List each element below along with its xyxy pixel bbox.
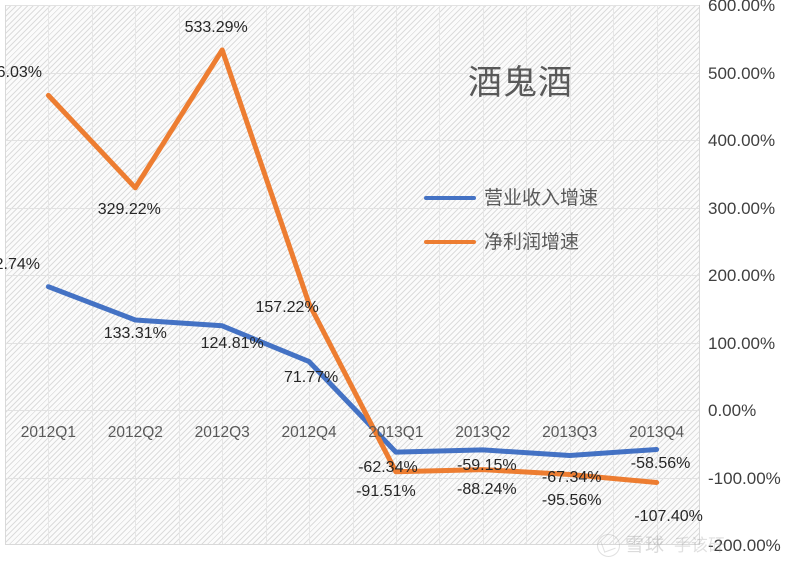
data-label: -67.34%	[541, 468, 602, 486]
x-axis-tick-label: 2013Q1	[368, 424, 424, 441]
legend-label-revenue-growth: 营业收入增速	[484, 187, 599, 209]
legend-swatch-revenue-growth	[424, 196, 476, 200]
data-label: 124.81%	[200, 334, 264, 352]
y-axis-tick-label: 0.00%	[708, 401, 757, 420]
gridline-v	[395, 5, 397, 545]
series-line-0	[45, 284, 660, 458]
axis-line-right	[699, 5, 700, 545]
data-label: 466.03%	[0, 64, 42, 82]
data-label: -88.24%	[457, 480, 517, 498]
x-axis-tick-label: 2012Q4	[281, 424, 337, 441]
data-label: 533.29%	[184, 19, 248, 36]
data-label: -59.15%	[457, 456, 517, 474]
legend-swatch-net-profit-growth	[424, 240, 476, 244]
chart-legend: 营业收入增速 净利润增速	[424, 176, 598, 264]
gridline-v	[265, 5, 267, 545]
data-label: 71.77%	[283, 368, 339, 386]
y-axis-tick-label: 500.00%	[708, 63, 776, 83]
y-axis-tick-label: -200.00%	[708, 536, 781, 555]
y-axis-tick-label: 400.00%	[708, 131, 776, 150]
gridline-v	[352, 5, 354, 545]
y-axis-tick-label: 300.00%	[708, 198, 776, 218]
x-axis-tick-label: 2013Q2	[455, 424, 511, 441]
data-label: -58.56%	[630, 454, 691, 472]
gridline-v	[613, 5, 615, 545]
gridline-v	[482, 5, 484, 545]
y-axis-tick-label: 200.00%	[708, 266, 776, 285]
gridline-v	[135, 5, 137, 545]
gridline-v	[526, 5, 528, 545]
data-label: 182.74%	[0, 255, 40, 273]
y-axis-tick-label: -100.00%	[708, 468, 781, 488]
legend-item-revenue-growth[interactable]: 营业收入增速	[424, 176, 598, 220]
y-axis-tick-label: 100.00%	[708, 333, 776, 353]
gridline-v	[222, 5, 224, 545]
series-lines	[45, 47, 660, 485]
gridline-v	[439, 5, 441, 545]
data-label: -107.40%	[634, 507, 703, 525]
data-label: -91.51%	[356, 482, 416, 500]
data-label: 329.22%	[97, 200, 161, 218]
x-axis-tick-label: 2013Q4	[629, 424, 685, 441]
chart-title: 酒鬼酒	[468, 64, 573, 102]
gridline-v	[91, 5, 93, 545]
data-label: -95.56%	[541, 491, 602, 509]
x-axis-tick-label: 2012Q1	[20, 424, 76, 441]
gridline-v	[569, 5, 571, 545]
x-axis-tick-label: 2013Q3	[542, 424, 598, 441]
data-label: 133.31%	[103, 325, 167, 342]
plot-area	[5, 5, 700, 545]
axis-line-left	[5, 5, 6, 545]
gridline-v	[178, 5, 180, 545]
gridline-v	[309, 5, 311, 545]
series-line-1	[45, 47, 660, 485]
legend-label-net-profit-growth: 净利润增速	[484, 231, 580, 253]
data-label: -62.34%	[358, 459, 418, 477]
gridline-v	[656, 5, 658, 545]
data-label: 157.22%	[255, 298, 319, 316]
gridline-v	[48, 5, 50, 545]
legend-item-net-profit-growth[interactable]: 净利润增速	[424, 220, 598, 264]
x-axis-tick-label: 2012Q3	[194, 424, 250, 441]
axis-line-bottom	[5, 544, 700, 545]
x-axis-tick-label: 2012Q2	[107, 424, 163, 441]
y-axis-tick-label: 600.00%	[708, 0, 776, 15]
